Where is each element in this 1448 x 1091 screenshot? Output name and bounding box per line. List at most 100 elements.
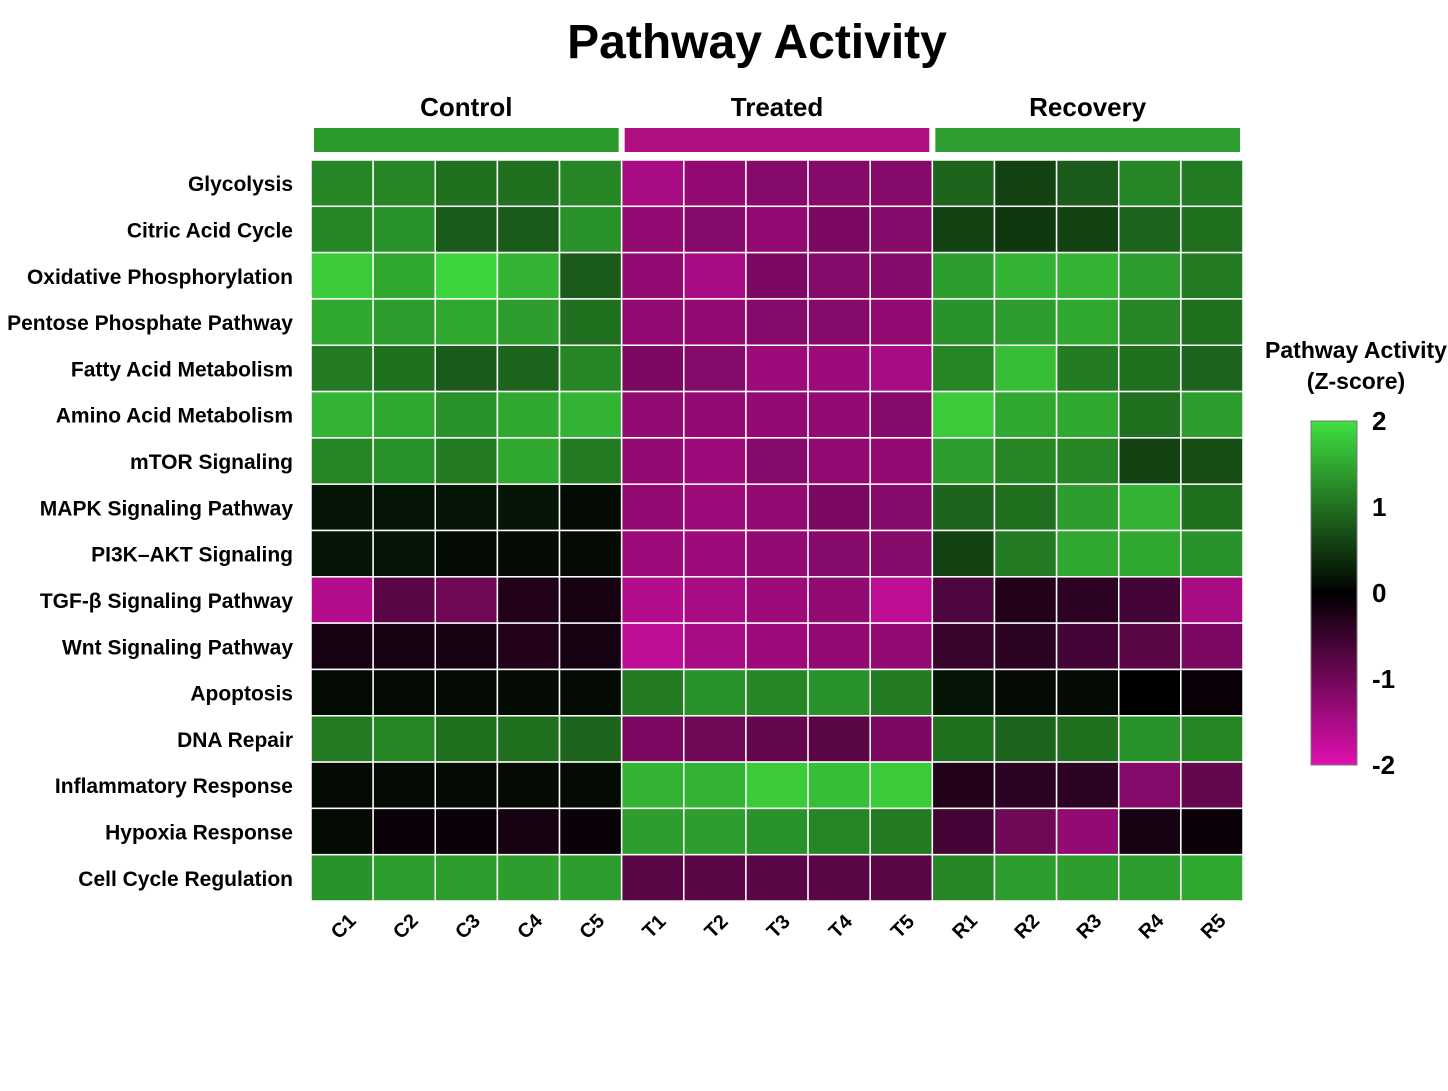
heatmap-cell <box>558 668 623 717</box>
heatmap-cell <box>931 251 996 300</box>
column-label: C5 <box>576 910 610 944</box>
colorbar: Pathway Activity (Z-score) 2 1 0 -1 -2 <box>1265 337 1447 780</box>
colorbar-tick-label: -2 <box>1372 750 1395 780</box>
heatmap-cell <box>745 576 809 624</box>
heatmap-cell <box>931 159 996 208</box>
heatmap-cell <box>931 622 996 671</box>
heatmap-cell <box>620 390 685 439</box>
heatmap-cell <box>683 437 747 485</box>
colorbar-tick-label: 0 <box>1372 578 1386 608</box>
heatmap-cell <box>993 761 1058 810</box>
heatmap-cell <box>931 576 996 624</box>
heatmap-cell <box>807 576 871 624</box>
heatmap-cell <box>558 159 623 208</box>
heatmap-cell <box>807 853 871 902</box>
heatmap-cell <box>620 205 685 254</box>
heatmap-cell <box>993 437 1058 485</box>
heatmap-cell <box>931 205 996 254</box>
heatmap-cell <box>620 761 685 810</box>
heatmap-cell <box>558 344 623 393</box>
heatmap-cell <box>869 529 934 578</box>
row-label: Oxidative Phosphorylation <box>27 266 293 289</box>
heatmap-cell <box>434 529 499 578</box>
heatmap-cell <box>869 437 934 485</box>
heatmap-cell <box>931 390 996 439</box>
row-label: mTOR Signaling <box>130 451 293 474</box>
heatmap-cell <box>1117 622 1182 671</box>
heatmap-cell <box>372 529 437 578</box>
heatmap-cell <box>1117 853 1182 902</box>
heatmap-cell <box>1180 529 1244 578</box>
heatmap-cell <box>1117 715 1182 763</box>
heatmap-cell <box>1117 390 1182 439</box>
row-labels: Glycolysis Citric Acid Cycle Oxidative Pho… <box>7 173 293 891</box>
column-label: T2 <box>701 911 733 943</box>
heatmap-cell <box>372 483 437 532</box>
heatmap-cell <box>869 483 934 532</box>
heatmap-cell <box>869 715 934 763</box>
row-label: Pentose Phosphate Pathway <box>7 312 293 335</box>
heatmap-cell <box>1117 298 1182 346</box>
heatmap-cell <box>372 251 437 300</box>
heatmap-cell <box>745 761 809 810</box>
heatmap-cell <box>1180 390 1244 439</box>
heatmap-cell <box>993 251 1058 300</box>
heatmap-cell <box>931 437 996 485</box>
heatmap-cell <box>1180 668 1244 717</box>
heatmap-cell <box>931 529 996 578</box>
heatmap-cell <box>620 298 685 346</box>
heatmap-cell <box>1055 251 1120 300</box>
heatmap-cell <box>869 761 934 810</box>
row-label: Fatty Acid Metabolism <box>71 358 293 381</box>
heatmap-cell <box>496 205 561 254</box>
heatmap-cell <box>683 483 747 532</box>
heatmap-cell <box>372 761 437 810</box>
heatmap-cell <box>745 853 809 902</box>
heatmap-cell <box>310 298 374 346</box>
heatmap-cell <box>620 483 685 532</box>
heatmap-cell <box>1117 251 1182 300</box>
heatmap-cell <box>683 853 747 902</box>
heatmap-cell <box>558 761 623 810</box>
heatmap-cell <box>683 298 747 346</box>
row-label: PI3K–AKT Signaling <box>91 544 293 567</box>
heatmap-cell <box>434 668 499 717</box>
heatmap-cell <box>993 807 1058 856</box>
row-label: Apoptosis <box>190 683 293 706</box>
row-label: Inflammatory Response <box>55 775 293 798</box>
heatmap-cell <box>807 483 871 532</box>
heatmap-cell <box>558 622 623 671</box>
heatmap-cell <box>310 390 374 439</box>
heatmap-cell <box>745 668 809 717</box>
heatmap-cell <box>807 668 871 717</box>
group-headers: Control Treated Recovery <box>314 92 1240 152</box>
heatmap-cell <box>1055 576 1120 624</box>
heatmap-cell <box>620 668 685 717</box>
heatmap-cell <box>993 483 1058 532</box>
row-label: MAPK Signaling Pathway <box>40 497 294 520</box>
heatmap-cell <box>745 159 809 208</box>
heatmap-cell <box>1117 807 1182 856</box>
heatmap-cell <box>993 529 1058 578</box>
heatmap-cell <box>683 390 747 439</box>
heatmap-cell <box>310 761 374 810</box>
heatmap-cell <box>869 622 934 671</box>
heatmap-cell <box>1055 761 1120 810</box>
heatmap-cell <box>310 529 374 578</box>
heatmap-cell <box>1055 344 1120 393</box>
heatmap-cell <box>310 251 374 300</box>
heatmap-cell <box>558 437 623 485</box>
heatmap-cell <box>745 205 809 254</box>
colorbar-tick-label: 1 <box>1372 492 1386 522</box>
heatmap-cell <box>1055 159 1120 208</box>
heatmap-cell <box>310 483 374 532</box>
column-label: C4 <box>513 909 547 943</box>
heatmap-cell <box>496 807 561 856</box>
colorbar-gradient <box>1310 420 1358 766</box>
heatmap-cell <box>1055 483 1120 532</box>
heatmap-cell <box>1117 159 1182 208</box>
heatmap-cell <box>558 298 623 346</box>
heatmap-cell <box>993 159 1058 208</box>
group-bar-recovery <box>935 128 1240 152</box>
